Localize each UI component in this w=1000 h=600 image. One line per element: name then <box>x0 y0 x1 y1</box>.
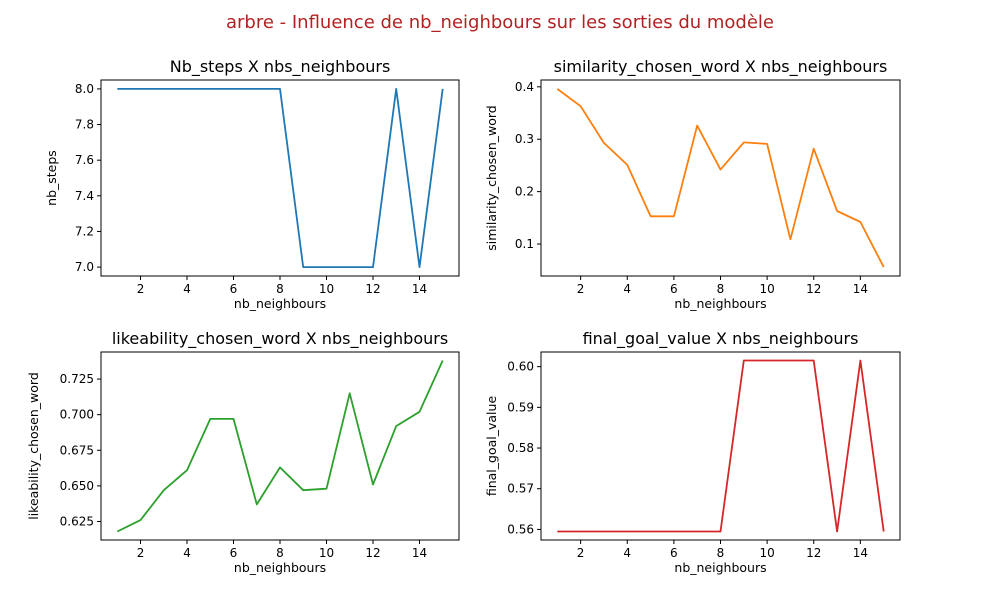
subplot-title: similarity_chosen_word X nbs_neighbours <box>554 57 888 77</box>
figure-title: arbre - Influence de nb_neighbours sur l… <box>226 12 774 33</box>
subplot-4: final_goal_value X nbs_neighbours 2 4 6 8 10 1… <box>484 329 901 575</box>
x-tick-label: 4 <box>183 282 191 296</box>
y-tick-label: 8.0 <box>75 82 94 96</box>
x-axis-label: nb_neighbours <box>674 296 766 311</box>
y-tick-label: 0.60 <box>507 360 534 374</box>
x-tick-label: 4 <box>183 546 191 560</box>
x-tick-label: 12 <box>365 282 380 296</box>
x-tick-label: 14 <box>853 282 868 296</box>
y-tick-label: 0.1 <box>515 237 534 251</box>
x-tick-label: 6 <box>670 282 678 296</box>
x-tick-label: 8 <box>717 282 725 296</box>
y-tick-label: 0.2 <box>515 185 534 199</box>
y-tick-label: 0.650 <box>60 479 94 493</box>
axes-frame <box>100 351 460 541</box>
y-tick-label: 7.8 <box>75 118 94 132</box>
y-tick-label: 0.625 <box>60 514 94 528</box>
x-tick-label: 8 <box>276 546 284 560</box>
x-tick-label: 6 <box>670 546 678 560</box>
x-tick-label: 4 <box>623 282 631 296</box>
x-tick-label: 14 <box>412 282 427 296</box>
axes-frame <box>100 79 460 277</box>
x-tick-label: 4 <box>623 546 631 560</box>
x-tick-label: 10 <box>319 546 334 560</box>
y-tick-label: 0.700 <box>60 408 94 422</box>
series-line <box>117 88 444 269</box>
y-tick-label: 0.56 <box>507 522 534 536</box>
y-tick-label: 0.675 <box>60 443 94 457</box>
x-tick-label: 2 <box>577 282 585 296</box>
y-tick-label: 7.6 <box>75 153 94 167</box>
y-tick-label: 0.59 <box>507 400 534 414</box>
y-tick-label: 7.2 <box>75 224 94 238</box>
series-line <box>116 360 444 533</box>
x-axis-label: nb_neighbours <box>674 560 766 575</box>
x-tick-label: 10 <box>759 282 774 296</box>
x-axis-label: nb_neighbours <box>234 296 326 311</box>
y-axis-label: likeability_chosen_word <box>26 372 41 520</box>
x-tick-label: 12 <box>365 546 380 560</box>
x-tick-label: 6 <box>230 546 238 560</box>
x-tick-label: 12 <box>806 282 821 296</box>
y-tick-label: 0.58 <box>507 441 534 455</box>
x-tick-label: 2 <box>137 282 145 296</box>
x-tick-label: 10 <box>319 282 334 296</box>
subplot-title: likeability_chosen_word X nbs_neighbours <box>112 329 448 349</box>
y-axis-label: nb_steps <box>44 150 59 206</box>
y-tick-label: 0.725 <box>60 372 94 386</box>
subplot-3: likeability_chosen_word X nbs_neighbours… <box>26 329 460 575</box>
y-tick-label: 7.0 <box>75 260 94 274</box>
y-tick-label: 0.57 <box>507 482 534 496</box>
series-line <box>557 359 885 533</box>
subplot-2: similarity_chosen_word X nbs_neighbours 2… <box>484 57 901 311</box>
y-axis-label: final_goal_value <box>484 396 499 497</box>
x-axis-label: nb_neighbours <box>234 560 326 575</box>
x-tick-label: 10 <box>759 546 774 560</box>
x-tick-label: 6 <box>230 282 238 296</box>
x-tick-label: 14 <box>853 546 868 560</box>
subplot-1: Nb_steps X nbs_neighbours 2 4 6 8 10 12 14 7.0 7.… <box>44 57 460 311</box>
axes-frame <box>540 79 901 277</box>
subplot-title: Nb_steps X nbs_neighbours <box>170 57 391 77</box>
x-tick-label: 12 <box>806 546 821 560</box>
y-tick-label: 7.4 <box>75 189 94 203</box>
x-tick-label: 14 <box>412 546 427 560</box>
series-line <box>556 88 885 268</box>
y-axis-label: similarity_chosen_word <box>484 105 499 250</box>
axes-frame <box>540 351 901 541</box>
y-tick-label: 0.3 <box>515 132 534 146</box>
x-tick-label: 2 <box>577 546 585 560</box>
x-tick-label: 8 <box>276 282 284 296</box>
x-tick-label: 8 <box>717 546 725 560</box>
y-tick-label: 0.4 <box>515 80 534 94</box>
x-tick-label: 2 <box>137 546 145 560</box>
subplots: Nb_steps X nbs_neighbours 2 4 6 8 10 12 14 7.0 7.… <box>26 57 901 575</box>
subplot-title: final_goal_value X nbs_neighbours <box>583 329 859 349</box>
